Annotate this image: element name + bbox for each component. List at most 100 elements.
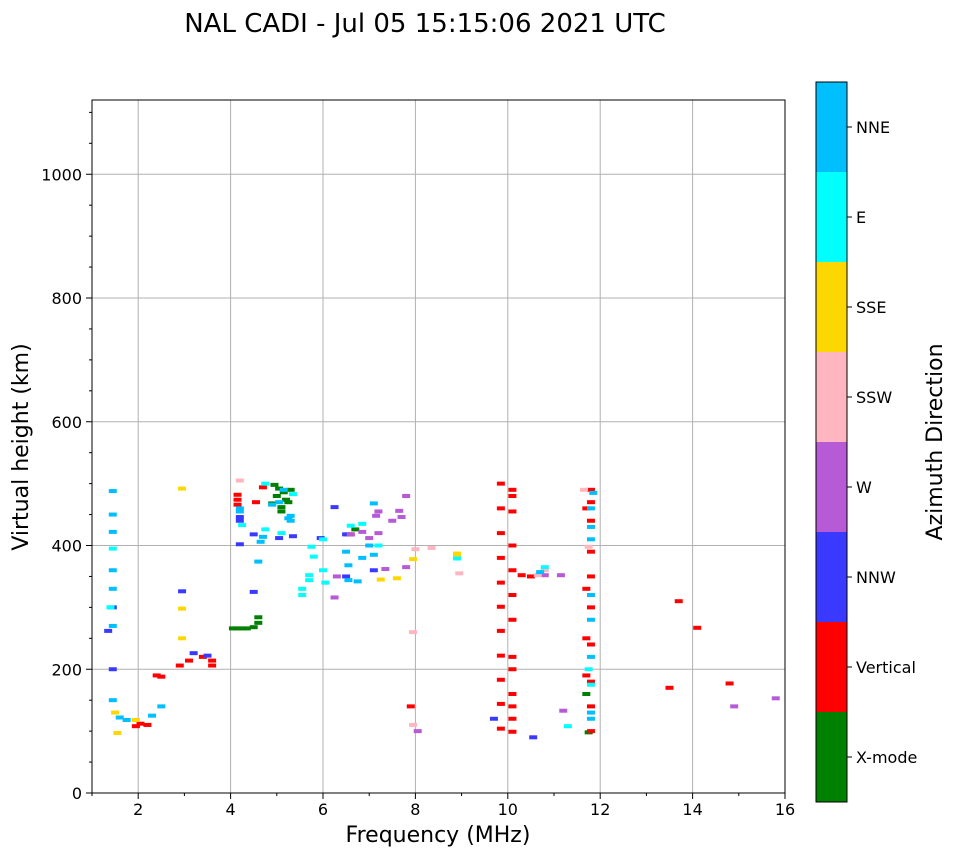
y-axis-label: Virtual height (km) — [9, 343, 34, 550]
data-point-nne — [284, 516, 293, 521]
colorbar-tick-label: E — [856, 208, 866, 227]
data-point-nnw — [529, 735, 538, 740]
colorbar-tick-label: NNE — [856, 118, 890, 137]
data-point-vertical — [586, 574, 595, 579]
data-point-nne — [586, 716, 595, 721]
colorbar-segment — [816, 712, 847, 802]
data-point-vertical — [586, 518, 595, 523]
data-point-vertical — [152, 673, 161, 678]
data-point-e — [452, 556, 461, 561]
colorbar-segment — [816, 622, 847, 712]
data-point-vertical — [508, 487, 517, 492]
data-point-vertical — [508, 654, 517, 659]
colorbar-tick-label: SSE — [856, 298, 886, 317]
data-point-ssw — [235, 478, 244, 483]
data-point-w — [346, 532, 355, 537]
data-point-vertical — [508, 704, 517, 709]
data-point-ssw — [409, 630, 418, 635]
y-tick-label: 800 — [51, 289, 82, 308]
data-point-vertical — [233, 492, 242, 497]
data-point-vertical — [233, 502, 242, 507]
colorbar-segment — [816, 262, 847, 352]
data-point-e — [298, 586, 307, 591]
data-point-nnw — [330, 505, 339, 510]
data-point-vertical — [508, 692, 517, 696]
data-point-vertical — [157, 674, 166, 679]
data-point-sse — [178, 636, 187, 641]
data-point-nnw — [178, 589, 187, 594]
data-point-vertical — [582, 586, 591, 591]
data-point-nnw — [489, 716, 498, 721]
data-point-nne — [365, 543, 374, 548]
data-point-vertical — [508, 729, 517, 734]
data-point-vertical — [496, 531, 505, 536]
x-axis-ticks: 2 4 6 8 10 12 14 16 — [91, 793, 795, 819]
data-point-vertical — [496, 653, 505, 658]
data-point-sse — [392, 576, 401, 581]
data-point-nne — [254, 559, 263, 564]
data-point-nne — [235, 509, 244, 514]
data-point-nne — [586, 710, 595, 715]
data-point-vertical — [582, 673, 591, 678]
x-tick-label: 6 — [318, 800, 328, 819]
colorbar-segment — [816, 442, 847, 532]
data-point-sse — [409, 557, 418, 562]
data-point-vertical — [406, 704, 415, 709]
data-point-e — [321, 580, 330, 585]
x-tick-label: 2 — [133, 800, 143, 819]
data-point-nnw — [203, 653, 212, 658]
data-point-ssw — [411, 547, 420, 552]
data-point-nnw — [288, 534, 297, 539]
data-point-vertical — [208, 658, 217, 663]
data-point-nne — [108, 568, 117, 573]
data-point-sse — [113, 730, 122, 735]
x-tick-label: 14 — [682, 800, 702, 819]
data-point-e — [374, 543, 383, 548]
data-point-nne — [108, 698, 117, 703]
colorbar-segment — [816, 172, 847, 262]
data-point-nne — [586, 506, 595, 511]
data-point-nnw — [275, 536, 284, 541]
colorbar-tick-label: Vertical — [856, 658, 916, 677]
data-point-vertical — [233, 497, 242, 502]
data-point-x-mode — [582, 692, 591, 696]
x-tick-label: 4 — [226, 800, 236, 819]
data-point-w — [330, 595, 339, 600]
data-point-x-mode — [275, 486, 284, 491]
data-point-nne — [369, 552, 378, 557]
data-point-nnw — [249, 589, 258, 594]
data-point-sse — [131, 717, 140, 722]
data-point-nne — [369, 501, 378, 506]
colorbar-segment — [816, 82, 847, 172]
data-point-nne — [536, 570, 545, 575]
y-tick-label: 600 — [51, 413, 82, 432]
data-point-x-mode — [272, 494, 281, 498]
y-tick-label: 200 — [51, 660, 82, 679]
data-point-vertical — [252, 500, 261, 505]
data-point-x-mode — [286, 487, 295, 492]
data-point-vertical — [508, 568, 517, 573]
data-point-nne — [157, 704, 166, 709]
chart-title: NAL CADI - Jul 05 15:15:06 2021 UTC — [184, 9, 666, 39]
data-point-e — [277, 531, 286, 536]
data-point-e — [584, 667, 593, 672]
data-point-ssw — [409, 722, 418, 727]
data-point-e — [106, 605, 115, 610]
data-point-w — [365, 536, 374, 541]
data-point-nne — [286, 513, 295, 518]
data-point-nne — [586, 537, 595, 542]
data-point-vertical — [496, 555, 505, 560]
x-axis-label: Frequency (MHz) — [346, 823, 531, 848]
data-point-x-mode — [279, 490, 288, 495]
y-tick-label: 1000 — [41, 165, 82, 184]
data-point-sse — [376, 577, 385, 582]
data-point-w — [381, 567, 390, 572]
data-point-ssw — [584, 544, 593, 549]
data-point-nnw — [249, 532, 258, 537]
data-point-w — [540, 573, 549, 578]
grid-lines — [92, 100, 786, 794]
data-point-w — [374, 509, 383, 514]
data-point-x-mode — [284, 500, 293, 505]
data-point-e — [358, 521, 367, 526]
